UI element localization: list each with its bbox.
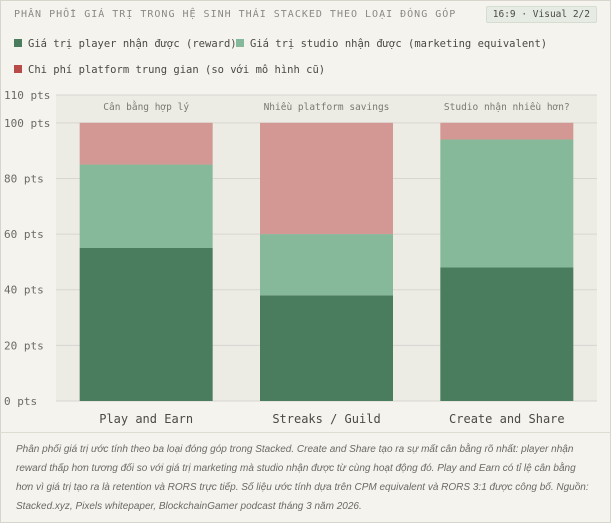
x-tick-label: Streaks / Guild xyxy=(272,412,380,426)
y-tick-label: 40 pts xyxy=(4,284,44,297)
bar-segment-platform xyxy=(440,123,573,140)
chart-caption: Phân phối giá trị ước tính theo ba loại … xyxy=(16,440,594,516)
bar-segment-studio xyxy=(260,234,393,295)
x-tick-label: Play and Earn xyxy=(99,412,193,426)
bar-segment-platform xyxy=(80,123,213,165)
y-tick-label: 100 pts xyxy=(4,117,50,130)
y-tick-label: 80 pts xyxy=(4,172,44,185)
y-tick-label: 110 pts xyxy=(4,89,50,102)
caption-divider xyxy=(0,432,611,433)
y-tick-label: 20 pts xyxy=(4,339,44,352)
bar-segment-player xyxy=(260,295,393,401)
bar-segment-platform xyxy=(260,123,393,234)
stacked-bar-chart: 0 pts 20 pts 40 pts 60 pts 80 pts 100 pts 110 … xyxy=(0,0,611,432)
bar-annotation: Cân bằng hợp lý xyxy=(103,101,189,113)
bar-annotation: Studio nhận nhiều hơn? xyxy=(444,102,570,113)
bar-annotation: Nhiều platform savings xyxy=(264,102,390,113)
bar-segment-studio xyxy=(440,140,573,268)
y-tick-label: 60 pts xyxy=(4,228,44,241)
bar-segment-player xyxy=(80,248,213,401)
bar-segment-studio xyxy=(80,165,213,248)
x-tick-label: Create and Share xyxy=(449,412,565,426)
y-tick-label: 0 pts xyxy=(4,395,37,408)
bar-segment-player xyxy=(440,267,573,401)
